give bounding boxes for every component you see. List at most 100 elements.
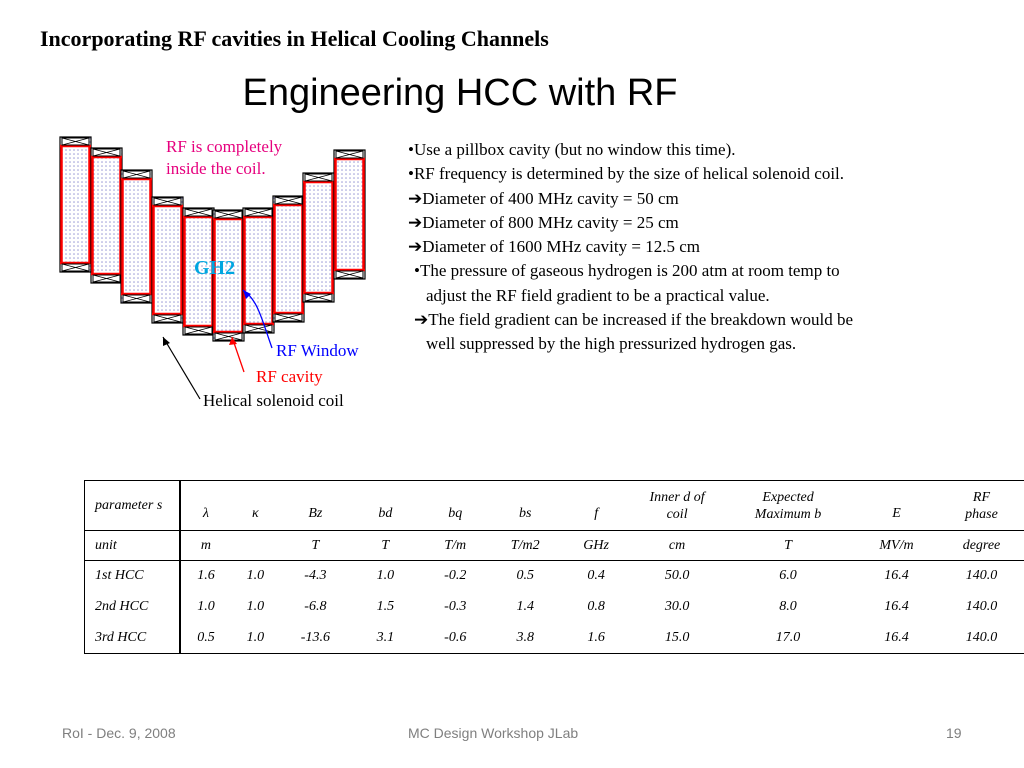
table-cell: -0.3 [444, 599, 467, 614]
table-cell: 0.8 [587, 599, 605, 614]
rf-cavity-label: RF cavity [256, 367, 323, 386]
bullet-item: well suppressed by the high pressurized … [426, 334, 797, 354]
footer-event: MC Design Workshop JLab [408, 725, 579, 741]
unit-cell: T [784, 537, 792, 553]
coil-segment [272, 195, 305, 323]
header-cell: κ [252, 506, 259, 521]
table-cell: 140.0 [965, 629, 998, 645]
table-cell: -4.3 [304, 568, 327, 584]
header-cell: Inner d of coil [649, 489, 705, 522]
unit-cell: unit [84, 530, 182, 561]
hcc-diagram [59, 136, 366, 400]
coil-segment [242, 207, 275, 334]
coil-arrow [162, 336, 201, 400]
table-cell: -13.6 [300, 629, 330, 645]
coil-segment [212, 209, 245, 342]
header-cell: bs [518, 506, 532, 521]
annotation-line: inside the coil. [166, 159, 266, 178]
table-cell: 6.0 [779, 568, 797, 584]
table-cell: 0.4 [587, 568, 605, 584]
rf-window-label: RF Window [276, 341, 359, 360]
bullet-item: •RF frequency is determined by the size … [408, 164, 845, 184]
annotation-line: RF is completely [166, 137, 283, 156]
header-cell: λ [202, 506, 209, 521]
table-cell: 1.0 [376, 568, 395, 584]
bullet-item: ➔Diameter of 1600 MHz cavity = 12.5 cm [408, 237, 700, 257]
annotation-rf-inside: RF is completely inside the coil. [166, 136, 282, 180]
row-label: 1st HCC [84, 560, 182, 592]
header-row: parameter s λ κ Bz bd bq bs f Inner d of… [84, 480, 1024, 531]
table-cell: 1.5 [376, 599, 395, 614]
table-cell: 3.1 [376, 629, 395, 645]
unit-cell: GHz [583, 537, 609, 553]
header-cell: Bz [308, 506, 323, 521]
table-cell: 1.4 [516, 599, 534, 614]
unit-cell: cm [668, 537, 686, 553]
coil-segment [120, 169, 153, 304]
table-cell: -0.6 [444, 629, 467, 645]
coil-segment [333, 149, 366, 280]
page-number: 19 [946, 725, 962, 741]
table-cell: 8.0 [779, 599, 797, 614]
table-cell: 0.5 [516, 568, 534, 584]
table-row: 2nd HCC 1.0 1.0 -6.8 1.5 -0.3 1.4 0.8 30… [84, 591, 1024, 623]
table-cell: 140.0 [965, 568, 998, 584]
coil-stack [59, 136, 366, 342]
footer-date: RoI - Dec. 9, 2008 [62, 725, 176, 741]
row-label: 3rd HCC [84, 622, 182, 654]
table-cell: 0.5 [197, 629, 215, 645]
table-cell: 1.0 [197, 599, 215, 614]
parameter-table: parameter s λ κ Bz bd bq bs f Inner d of… [84, 480, 1024, 654]
unit-cell: MV/m [879, 537, 914, 553]
slide-title: Engineering HCC with RF [242, 72, 678, 114]
coil-segment [182, 207, 215, 336]
unit-cell: m [200, 537, 212, 553]
table-cell: 1.6 [587, 629, 605, 645]
bullet-item: adjust the RF field gradient to be a pra… [426, 285, 770, 305]
table-cell: 1.0 [246, 568, 265, 584]
bullet-item: ➔The field gradient can be increased if … [414, 310, 854, 330]
coil-segment [90, 147, 123, 284]
table-cell: -0.2 [444, 568, 467, 584]
table-cell: 3.8 [516, 629, 534, 645]
header-cell: bd [378, 506, 393, 521]
table-cell: 16.4 [884, 599, 909, 614]
bullet-item: ➔Diameter of 800 MHz cavity = 25 cm [408, 212, 679, 232]
bullet-item: ➔Diameter of 400 MHz cavity = 50 cm [408, 188, 679, 208]
bullet-list: •Use a pillbox cavity (but no window thi… [408, 138, 1008, 357]
table-cell: 1.6 [197, 568, 215, 584]
rf-cavity-arrow [229, 336, 245, 373]
header-cell: bq [448, 506, 463, 521]
coil-segment [59, 136, 92, 273]
coil-label: Helical solenoid coil [203, 391, 344, 410]
header-cell: f [594, 506, 599, 521]
coil-segment [302, 172, 335, 303]
header-cell: RF phase [965, 489, 998, 522]
table-cell: 140.0 [965, 599, 998, 614]
header-cell: E [892, 506, 901, 521]
rf-window-arrow [242, 289, 273, 349]
table-cell: 30.0 [664, 599, 690, 614]
table-cell: -6.8 [304, 599, 327, 614]
table-cell: 16.4 [884, 629, 909, 645]
header-cell: Expected Maximum b [754, 489, 822, 522]
table-cell: 1.0 [246, 629, 265, 645]
unit-row: unit m T T T/m T/m2 GHz cm T MV/m degree [84, 530, 1024, 561]
slide-header: Incorporating RF cavities in Helical Coo… [40, 26, 549, 51]
unit-cell: T [311, 537, 320, 553]
unit-cell: degree [962, 537, 1001, 553]
coil-segment [151, 196, 184, 324]
table-cell: 1.0 [246, 599, 265, 614]
table-row: 1st HCC 1.6 1.0 -4.3 1.0 -0.2 0.5 0.4 50… [84, 560, 1024, 592]
bullet-item: •The pressure of gaseous hydrogen is 200… [414, 261, 840, 281]
row-label: 2nd HCC [84, 591, 182, 623]
table-cell: 15.0 [664, 629, 690, 645]
header-cell: parameter s [84, 480, 182, 531]
table-row: 3rd HCC 0.5 1.0 -13.6 3.1 -0.6 3.8 1.6 1… [84, 622, 1024, 654]
table-cell: 16.4 [884, 568, 909, 584]
unit-cell: T/m2 [510, 537, 540, 553]
table-cell: 17.0 [775, 629, 801, 645]
unit-cell: T/m [444, 537, 467, 553]
table-cell: 50.0 [664, 568, 690, 584]
unit-cell [230, 531, 280, 561]
